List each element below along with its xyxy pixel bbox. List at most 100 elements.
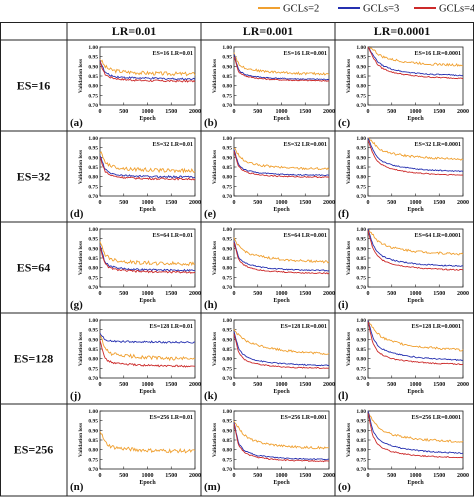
x-tick-label: 500	[119, 382, 128, 388]
x-tick-label: 500	[387, 200, 396, 206]
series-line-gcls-3	[367, 410, 464, 455]
x-tick-label: 0	[367, 200, 370, 206]
column-header-2: LR=0.001	[243, 24, 294, 38]
x-tick-label: 1000	[276, 200, 288, 206]
x-tick-label: 500	[119, 109, 128, 115]
y-tick-label: 0.85	[356, 438, 366, 444]
panel-tag: ES=64 LR=0.01	[152, 233, 193, 239]
subplot-14: 1.00 0.95 0.90 0.85 0.80 0.75 0.700 500 1000 1500…	[204, 409, 335, 493]
x-tick-label: 1500	[433, 200, 445, 206]
y-tick-label: 0.85	[222, 347, 232, 353]
x-tick-label: 2000	[189, 291, 201, 297]
x-axis-label: Epoch	[273, 207, 290, 213]
y-tick-label: 1.00	[88, 227, 98, 233]
y-tick-label: 1.00	[356, 45, 366, 51]
panel-letter: (g)	[70, 299, 83, 311]
y-tick-label: 0.95	[88, 146, 98, 152]
x-tick-label: 0	[367, 473, 370, 479]
series-line-gcls-2	[233, 237, 330, 264]
x-tick-label: 500	[253, 382, 262, 388]
y-tick-label: 0.95	[222, 328, 232, 334]
y-tick-label: 0.80	[222, 175, 232, 181]
series-line-gcls-4	[367, 140, 464, 176]
y-tick-label: 1.00	[222, 45, 232, 51]
y-tick-label: 0.85	[356, 165, 366, 171]
subplot-8: 1.00 0.95 0.90 0.85 0.80 0.75 0.700 500 1000 1500…	[204, 227, 335, 311]
panel-letter: (e)	[204, 208, 217, 220]
y-tick-label: 0.75	[356, 275, 366, 281]
series-line-gcls-4	[99, 157, 196, 181]
y-tick-label: 1.00	[356, 318, 366, 324]
x-tick-label: 2000	[189, 473, 201, 479]
y-tick-label: 0.90	[222, 428, 232, 434]
y-tick-label: 0.95	[222, 419, 232, 425]
y-tick-label: 0.80	[222, 84, 232, 90]
y-tick-label: 0.80	[88, 175, 98, 181]
x-tick-label: 1000	[276, 291, 288, 297]
panel-letter: (k)	[204, 390, 218, 402]
y-tick-label: 1.00	[356, 136, 366, 142]
y-tick-label: 0.95	[222, 146, 232, 152]
y-tick-label: 0.80	[356, 175, 366, 181]
y-tick-label: 0.95	[222, 55, 232, 61]
subplot-12: 1.00 0.95 0.90 0.85 0.80 0.75 0.700 500 1000 1500…	[338, 318, 469, 402]
series-line-gcls-3	[233, 149, 330, 177]
panel-tag: ES=256 LR=0.001	[280, 415, 327, 421]
y-tick-label: 0.85	[222, 74, 232, 80]
y-tick-label: 0.75	[88, 366, 98, 372]
y-axis-label: Validation loss	[212, 423, 218, 457]
subplot-11: 1.00 0.95 0.90 0.85 0.80 0.75 0.700 500 1000 1500…	[204, 318, 335, 402]
panel-letter: (i)	[338, 299, 349, 311]
y-axis-label: Validation loss	[346, 150, 352, 184]
panel-tag: ES=64 LR=0.001	[283, 233, 327, 239]
panel-tag: ES=16 LR=0.01	[152, 51, 193, 57]
panel-letter: (d)	[70, 208, 84, 220]
panel-letter: (j)	[70, 390, 81, 402]
subplot-13: 1.00 0.95 0.90 0.85 0.80 0.75 0.700 500 1000 1500…	[70, 409, 201, 493]
series-line-gcls-2	[99, 431, 196, 454]
y-tick-label: 0.75	[88, 275, 98, 281]
series-line-gcls-4	[367, 413, 464, 459]
y-tick-label: 0.75	[356, 93, 366, 99]
subplot-10: 1.00 0.95 0.90 0.85 0.80 0.75 0.700 500 1000 1500…	[70, 318, 201, 402]
series-line-gcls-3	[367, 320, 464, 362]
y-tick-label: 0.70	[222, 194, 232, 200]
x-tick-label: 500	[253, 291, 262, 297]
y-axis-label: Validation loss	[346, 59, 352, 93]
x-tick-label: 500	[119, 473, 128, 479]
series-line-gcls-4	[367, 230, 464, 271]
y-tick-label: 0.75	[222, 366, 232, 372]
row-header-1: ES=16	[17, 79, 51, 93]
y-tick-label: 0.70	[222, 103, 232, 109]
y-tick-label: 0.70	[356, 194, 366, 200]
y-tick-label: 0.95	[356, 55, 366, 61]
y-axis-label: Validation loss	[212, 150, 218, 184]
y-tick-label: 0.70	[356, 376, 366, 382]
row-header-5: ES=256	[14, 443, 54, 457]
series-line-gcls-2	[367, 46, 464, 67]
series-line-gcls-4	[233, 242, 330, 275]
y-axis-label: Validation loss	[78, 241, 84, 275]
y-tick-label: 0.70	[88, 376, 98, 382]
y-tick-label: 0.95	[88, 55, 98, 61]
panel-tag: ES=32 LR=0.001	[283, 142, 327, 148]
series-line-gcls-2	[233, 328, 330, 355]
y-axis-label: Validation loss	[346, 332, 352, 366]
x-tick-label: 1500	[165, 291, 177, 297]
x-tick-label: 1500	[299, 109, 311, 115]
x-tick-label: 0	[233, 200, 236, 206]
row-header-4: ES=128	[14, 352, 54, 366]
legend-label-3: GCLs=4	[439, 4, 474, 15]
x-tick-label: 500	[253, 200, 262, 206]
y-tick-label: 0.85	[356, 347, 366, 353]
plot-area	[99, 46, 196, 106]
y-axis-label: Validation loss	[78, 59, 84, 93]
x-tick-label: 2000	[189, 200, 201, 206]
x-tick-label: 1000	[142, 382, 154, 388]
x-axis-label: Epoch	[407, 298, 424, 304]
x-tick-label: 500	[387, 109, 396, 115]
y-tick-label: 0.80	[222, 448, 232, 454]
y-tick-label: 0.85	[356, 74, 366, 80]
